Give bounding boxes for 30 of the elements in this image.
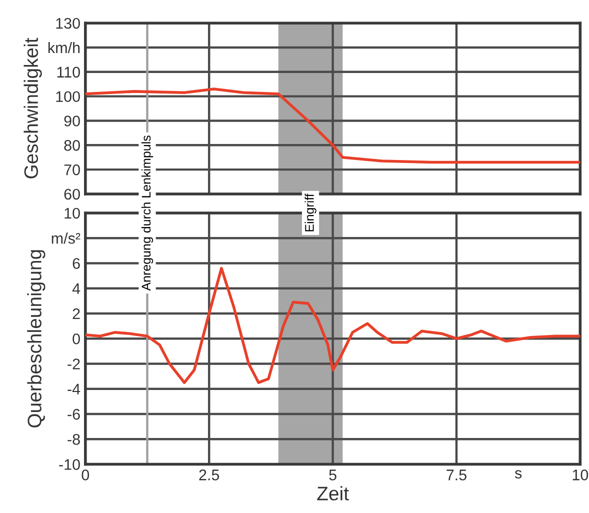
y-tick-label: -8 [68,434,80,445]
x-tick-label: 10 [572,470,588,480]
y-tick-label: 60 [64,188,80,200]
y-axis-title: Querbeschleunigung [27,250,46,428]
y-tick-label: 100 [56,91,80,102]
y-tick-label: -10 [59,459,80,470]
x-tick-label: 2.5 [199,470,220,480]
y-tick-label: 130 [56,18,80,29]
y-tick-label: 10 [64,208,80,219]
y-tick-label: 4 [72,283,80,294]
y-tick-label: 6 [72,258,80,269]
y-tick-label: -6 [68,408,80,420]
text: s [514,470,522,479]
y-tick-label: 70 [64,164,80,176]
band-label: Eingriff [304,194,316,232]
ref-line-label: Anregung durch Lenkimpuls [141,136,154,291]
y-tick-label: 80 [64,140,80,151]
y-tick-label: 0 [72,333,80,344]
y-tick-label: -2 [68,358,80,370]
y-tick-label: km/h [48,42,80,54]
y-tick-label: 90 [64,116,80,126]
y-tick-label: 110 [57,66,80,78]
x-tick-label: 0 [82,470,90,480]
x-tick-label: 5 [329,470,336,480]
x-axis-title: Zeit [317,486,349,500]
y-axis-title: Geschwindigkeit [24,38,42,178]
x-tick-label: 7.5 [446,470,466,480]
y-tick-label: m/s² [52,232,80,244]
y-tick-label: -4 [68,384,80,394]
y-tick-label: 2 [72,308,80,320]
